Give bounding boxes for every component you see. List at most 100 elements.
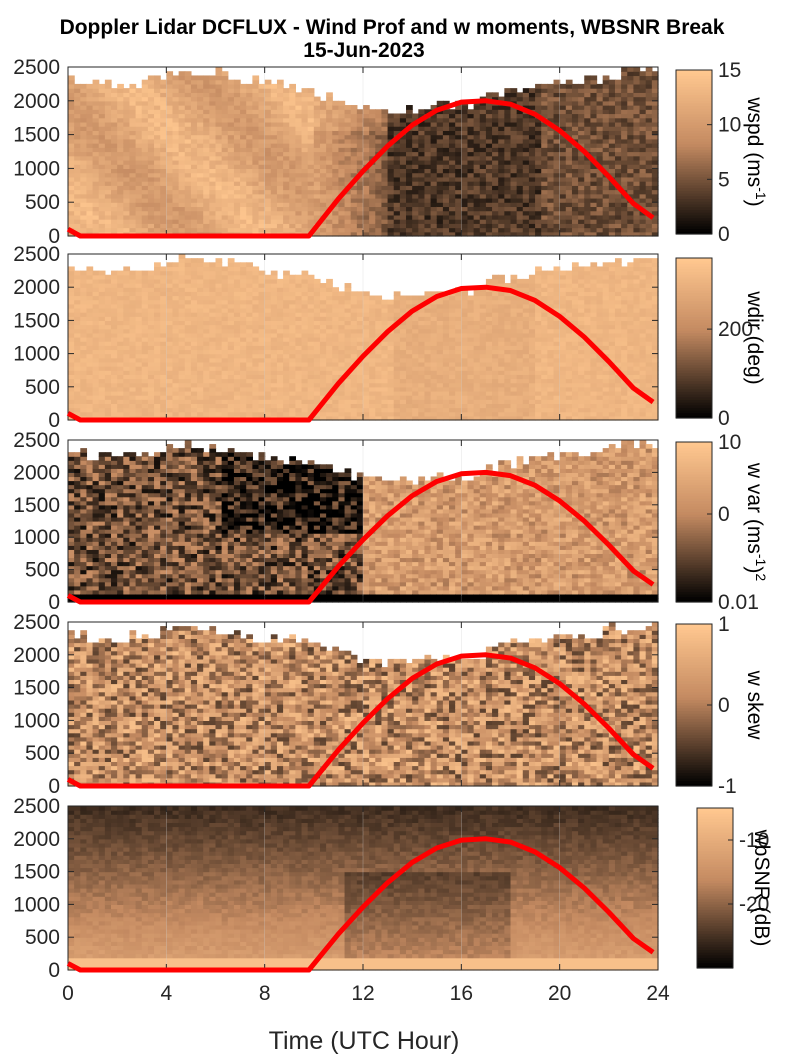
heatmap-cell: [209, 345, 216, 350]
heatmap-cell: [203, 408, 210, 413]
heatmap-cell: [93, 399, 100, 404]
heatmap-cell: [498, 181, 505, 186]
heatmap-cell: [111, 113, 118, 118]
heatmap-cell: [621, 143, 628, 148]
heatmap-cell: [332, 109, 339, 114]
heatmap-cell: [154, 391, 161, 396]
heatmap-cell: [289, 126, 296, 131]
heatmap-cell: [179, 304, 186, 309]
heatmap-cell: [246, 408, 253, 413]
heatmap-cell: [486, 164, 493, 169]
heatmap-cell: [252, 354, 259, 359]
heatmap-cell: [535, 97, 542, 102]
heatmap-cell: [615, 215, 622, 220]
heatmap-cell: [197, 135, 204, 140]
heatmap-cell: [486, 211, 493, 216]
heatmap-cell: [136, 122, 143, 127]
heatmap-cell: [74, 296, 81, 301]
heatmap-cell: [228, 122, 235, 127]
heatmap-cell: [80, 283, 87, 288]
heatmap-cell: [246, 300, 253, 305]
heatmap-cell: [597, 109, 604, 114]
heatmap-cell: [136, 412, 143, 417]
heatmap-cell: [351, 194, 358, 199]
heatmap-cell: [461, 219, 468, 224]
heatmap-cell: [271, 333, 278, 338]
heatmap-cell: [246, 160, 253, 165]
heatmap-cell: [424, 219, 431, 224]
heatmap-cell: [320, 152, 327, 157]
heatmap-cell: [166, 379, 173, 384]
heatmap-cell: [498, 206, 505, 211]
heatmap-cell: [166, 190, 173, 195]
heatmap-cell: [400, 194, 407, 199]
heatmap-cell: [111, 211, 118, 216]
heatmap-cell: [547, 135, 554, 140]
heatmap-cell: [504, 194, 511, 199]
heatmap-cell: [136, 194, 143, 199]
heatmap-cell: [633, 156, 640, 161]
heatmap-cell: [142, 92, 149, 97]
heatmap-cell: [142, 202, 149, 207]
heatmap-cell: [609, 215, 616, 220]
heatmap-cell: [259, 370, 266, 375]
heatmap-cell: [388, 211, 395, 216]
heatmap-cell: [523, 126, 530, 131]
heatmap-cell: [627, 215, 634, 220]
heatmap-cell: [615, 109, 622, 114]
heatmap-cell: [74, 345, 81, 350]
heatmap-cell: [283, 190, 290, 195]
heatmap-cell: [142, 387, 149, 392]
heatmap-cell: [289, 296, 296, 301]
heatmap-cell: [222, 88, 229, 93]
heatmap-cell: [228, 387, 235, 392]
heatmap-cell: [308, 97, 315, 102]
heatmap-cell: [265, 403, 272, 408]
heatmap-cell: [197, 370, 204, 375]
heatmap-cell: [578, 135, 585, 140]
heatmap-cell: [111, 291, 118, 296]
heatmap-cell: [105, 156, 112, 161]
heatmap-cell: [357, 130, 364, 135]
heatmap-cell: [424, 126, 431, 131]
heatmap-cell: [259, 291, 266, 296]
heatmap-cell: [222, 223, 229, 228]
heatmap-cell: [646, 173, 653, 178]
heatmap-cell: [216, 379, 223, 384]
heatmap-cell: [597, 130, 604, 135]
heatmap-cell: [474, 168, 481, 173]
heatmap-cell: [191, 147, 198, 152]
heatmap-cell: [277, 126, 284, 131]
heatmap-cell: [357, 181, 364, 186]
heatmap-cell: [209, 206, 216, 211]
heatmap-cell: [283, 383, 290, 388]
heatmap-cell: [633, 211, 640, 216]
heatmap-cell: [240, 223, 247, 228]
heatmap-cell: [566, 105, 573, 110]
heatmap-cell: [375, 190, 382, 195]
heatmap-cell: [277, 177, 284, 182]
heatmap-cell: [209, 395, 216, 400]
heatmap-cell: [265, 206, 272, 211]
heatmap-cell: [259, 296, 266, 301]
heatmap-cell: [541, 160, 548, 165]
heatmap-cell: [209, 354, 216, 359]
heatmap-cell: [197, 168, 204, 173]
heatmap-cell: [480, 219, 487, 224]
heatmap-cell: [437, 130, 444, 135]
heatmap-cell: [517, 135, 524, 140]
heatmap-cell: [541, 223, 548, 228]
heatmap-cell: [203, 198, 210, 203]
heatmap-cell: [412, 156, 419, 161]
heatmap-cell: [185, 391, 192, 396]
heatmap-cell: [578, 130, 585, 135]
heatmap-cell: [283, 168, 290, 173]
heatmap-cell: [117, 135, 124, 140]
heatmap-cell: [615, 194, 622, 199]
heatmap-cell: [86, 97, 93, 102]
heatmap-cell: [228, 190, 235, 195]
heatmap-cell: [609, 223, 616, 228]
heatmap-cell: [117, 92, 124, 97]
heatmap-cell: [449, 130, 456, 135]
heatmap-cell: [277, 135, 284, 140]
